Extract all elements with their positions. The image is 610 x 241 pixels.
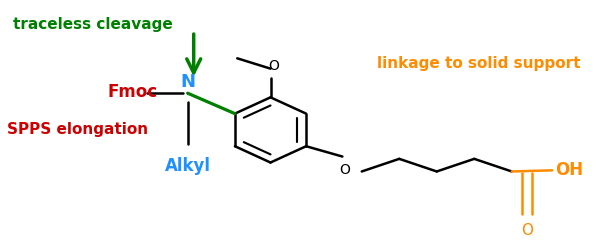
Text: linkage to solid support: linkage to solid support: [378, 56, 581, 71]
Text: traceless cleavage: traceless cleavage: [13, 17, 173, 32]
Text: SPPS elongation: SPPS elongation: [7, 122, 149, 137]
Text: OH: OH: [555, 161, 583, 179]
Text: Fmoc: Fmoc: [107, 83, 157, 101]
Text: N: N: [180, 73, 195, 91]
Text: Alkyl: Alkyl: [165, 157, 210, 175]
Text: O: O: [268, 59, 279, 73]
Text: O: O: [339, 163, 350, 177]
Text: O: O: [521, 223, 533, 238]
